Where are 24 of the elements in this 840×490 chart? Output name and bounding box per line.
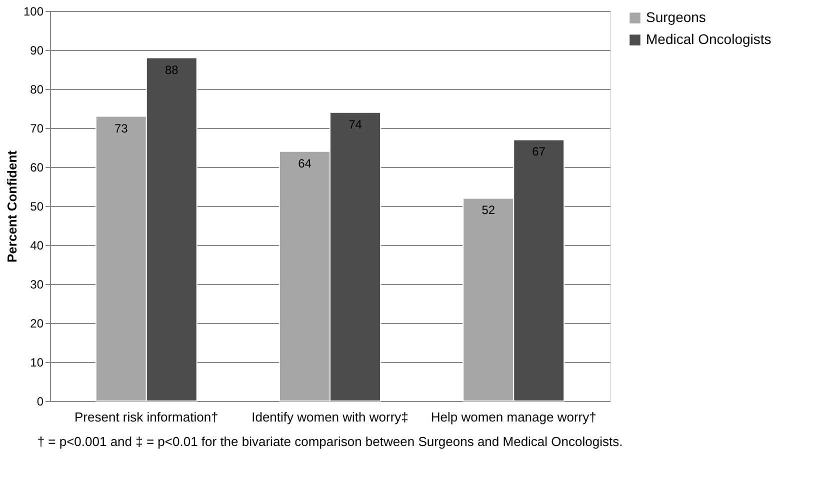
y-tick-label: 70 [30,122,44,136]
y-tick-label: 60 [30,160,44,174]
y-tick-label: 80 [30,82,44,96]
data-label: 88 [164,62,179,77]
data-label: 74 [348,117,362,132]
data-label: 67 [532,144,546,159]
data-label: 52 [482,203,496,218]
text: † = p<0.001 and ‡ = p<0.01 for the bivariate comparison between Surgeons and Medical Oncologists. [37,434,623,449]
data-label: 73 [114,121,128,136]
y-tick-label: 20 [30,316,44,330]
y-tick-label: 40 [30,238,44,252]
y-tick-label: 100 [23,4,44,18]
y-tick-label: 0 [36,394,44,408]
legend-label: Surgeons [646,9,706,25]
legend-label: Medical Oncologists [646,31,772,47]
x-tick-label: Present risk information† [74,410,218,424]
y-tick-label: 90 [30,44,44,58]
x-tick-label: Identify women with worry‡ [252,410,408,424]
y-tick-label: 30 [30,278,44,292]
y-tick-label: 10 [30,356,44,370]
x-tick-label: Help women manage worry† [430,410,596,424]
y-tick-label: 50 [30,200,44,214]
y-axis-title: Percent Confident [4,150,20,262]
data-label: 64 [298,156,312,170]
